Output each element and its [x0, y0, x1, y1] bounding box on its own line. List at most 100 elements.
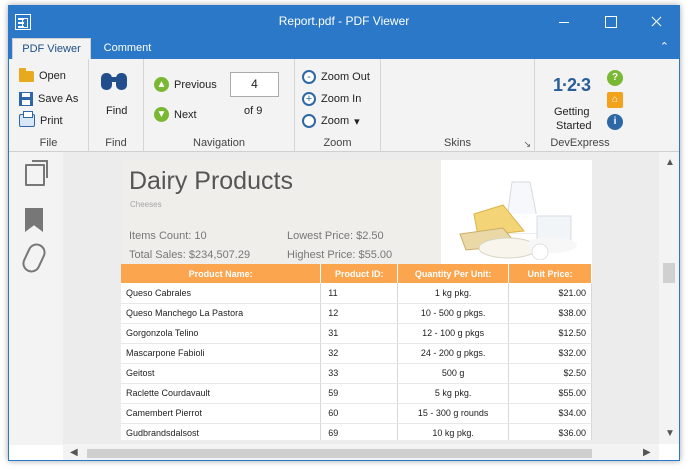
binoculars-icon[interactable] — [99, 69, 129, 93]
up-arrow-icon: ▲ — [154, 77, 169, 92]
vertical-scroll-thumb[interactable] — [663, 263, 675, 283]
quantity-cell: 10 kg pkg. — [397, 423, 510, 440]
product-id-cell: 12 — [320, 303, 399, 324]
table-row: Geitost 33 500 g $2.50 — [121, 363, 592, 384]
attachment-icon[interactable] — [19, 240, 49, 276]
product-name-cell: Queso Manchego La Pastora — [121, 303, 322, 324]
minimize-button[interactable] — [541, 6, 587, 38]
unit-price-cell: $12.50 — [508, 323, 592, 344]
close-button[interactable] — [633, 6, 679, 38]
navigation-pane — [9, 152, 63, 445]
product-name-cell: Mascarpone Fabioli — [121, 343, 322, 364]
down-arrow-icon: ▼ — [154, 107, 169, 122]
product-id-cell: 32 — [320, 343, 399, 364]
lowest-price: Lowest Price: $2.50 — [287, 230, 384, 242]
product-id-cell: 60 — [320, 403, 399, 424]
product-name-cell: Raclette Courdavault — [121, 383, 322, 404]
horizontal-scrollbar[interactable]: ◀ ▶ — [63, 444, 659, 460]
product-name-cell: Camembert Pierrot — [121, 403, 322, 424]
dropdown-arrow-icon: ▾ — [354, 115, 360, 128]
print-button[interactable]: Print — [19, 111, 63, 127]
zoom-in-icon: + — [302, 92, 316, 106]
unit-price-header: Unit Price: — [508, 264, 592, 283]
product-name-cell: Queso Cabrales — [121, 283, 322, 304]
save-as-label: Save As — [38, 93, 79, 105]
zoom-dropdown[interactable]: Zoom ▾ — [302, 114, 360, 128]
quantity-cell: 24 - 200 g pkgs. — [397, 343, 510, 364]
document-viewer[interactable]: Dairy Products Cheeses Items Count: 10 T… — [63, 152, 659, 444]
devexpress-group-label: DevExpress — [550, 137, 610, 149]
window-title: Report.pdf - PDF Viewer — [278, 14, 410, 28]
zoom-out-label: Zoom Out — [321, 71, 370, 83]
info-icon[interactable]: i — [607, 114, 623, 130]
quantity-cell: 500 g — [397, 363, 510, 384]
scroll-down-arrow-icon[interactable]: ▼ — [665, 428, 675, 439]
table-row: Mascarpone Fabioli 32 24 - 200 g pkgs. $32.… — [121, 343, 592, 364]
unit-price-cell: $21.00 — [508, 283, 592, 304]
zoom-label: Zoom — [321, 115, 350, 127]
previous-button[interactable]: ▲ Previous — [154, 77, 217, 92]
table-row: Camembert Pierrot 60 15 - 300 g rounds $34.… — [121, 403, 592, 424]
zoom-group-label: Zoom — [323, 137, 352, 149]
navigation-group-label: Navigation — [193, 137, 245, 149]
ribbon: Open Save As Print File Find Find ▲ Previ… — [9, 59, 679, 152]
zoom-in-label: Zoom In — [321, 93, 362, 105]
getting-started-line2[interactable]: Started — [556, 120, 592, 132]
getting-started-line1[interactable]: Getting — [554, 106, 590, 118]
maximize-button[interactable] — [587, 6, 633, 38]
vertical-scrollbar[interactable]: ▲ ▼ — [659, 152, 679, 444]
print-label: Print — [40, 114, 63, 127]
unit-price-cell: $36.00 — [508, 423, 592, 440]
find-group: Find Find — [89, 59, 144, 152]
devexpress-group: 1·2·3 Getting Started ? ⌂ i DevExpress — [535, 59, 625, 152]
table-row: Gudbrandsdalsost 69 10 kg pkg. $36.00 — [121, 423, 592, 440]
quantity-cell: 10 - 500 g pkgs. — [397, 303, 510, 324]
pdf-page: Dairy Products Cheeses Items Count: 10 T… — [121, 160, 592, 440]
report-subtitle: Cheeses — [130, 200, 162, 209]
next-label: Next — [174, 108, 197, 121]
shopping-cart-icon[interactable]: ⌂ — [607, 92, 623, 108]
zoom-out-icon: - — [302, 70, 316, 84]
zoom-group: - Zoom Out + Zoom In Zoom ▾ Zoom — [295, 59, 381, 152]
pdf-viewer-window: Report.pdf - PDF Viewer PDF Viewer Comme… — [8, 5, 680, 461]
save-icon — [19, 92, 33, 106]
scroll-left-arrow-icon[interactable]: ◀ — [70, 447, 78, 458]
navigation-group: ▲ Previous ▼ Next 4 of 9 Navigation — [144, 59, 295, 152]
table-header-row: Product Name: Product ID: Quantity Per U… — [121, 264, 592, 283]
pages-icon[interactable] — [25, 160, 48, 186]
report-header: Dairy Products Cheeses Items Count: 10 T… — [121, 160, 441, 265]
page-count: of 9 — [244, 105, 263, 117]
tab-comment[interactable]: Comment — [103, 42, 152, 54]
find-button[interactable]: Find — [106, 105, 128, 117]
unit-price-cell: $38.00 — [508, 303, 592, 324]
total-sales: Total Sales: $234,507.29 — [129, 249, 251, 261]
zoom-in-button[interactable]: + Zoom In — [302, 92, 361, 106]
table-row: Raclette Courdavault 59 5 kg pkg. $55.00 — [121, 383, 592, 404]
scroll-up-arrow-icon[interactable]: ▲ — [665, 157, 675, 168]
quantity-cell: 12 - 100 g pkgs — [397, 323, 510, 344]
scroll-right-arrow-icon[interactable]: ▶ — [643, 447, 651, 458]
ribbon-tabs: PDF Viewer Comment ⌃ — [9, 38, 679, 59]
find-group-label: Find — [105, 137, 127, 149]
highest-price: Highest Price: $55.00 — [287, 249, 393, 261]
tab-pdf-viewer[interactable]: PDF Viewer — [12, 38, 91, 59]
bookmark-icon[interactable] — [25, 208, 43, 232]
next-button[interactable]: ▼ Next — [154, 107, 197, 122]
product-id-cell: 31 — [320, 323, 399, 344]
table-row: Queso Cabrales 11 1 kg pkg. $21.00 — [121, 283, 592, 304]
skins-dialog-launcher-icon[interactable]: ↘ — [523, 139, 531, 149]
open-button[interactable]: Open — [19, 67, 66, 82]
help-icon[interactable]: ? — [607, 70, 623, 86]
save-as-button[interactable]: Save As — [19, 92, 78, 106]
zoom-icon — [302, 114, 316, 128]
unit-price-cell: $34.00 — [508, 403, 592, 424]
horizontal-scroll-thumb[interactable] — [87, 449, 592, 458]
previous-label: Previous — [174, 78, 217, 91]
getting-started-logo[interactable]: 1·2·3 — [553, 75, 591, 95]
zoom-out-button[interactable]: - Zoom Out — [302, 70, 370, 84]
page-number-input[interactable]: 4 — [230, 72, 279, 97]
product-id-cell: 33 — [320, 363, 399, 384]
product-name-cell: Gudbrandsdalsost — [121, 423, 322, 440]
collapse-ribbon-icon[interactable]: ⌃ — [659, 41, 669, 53]
quantity-header: Quantity Per Unit: — [397, 264, 510, 283]
